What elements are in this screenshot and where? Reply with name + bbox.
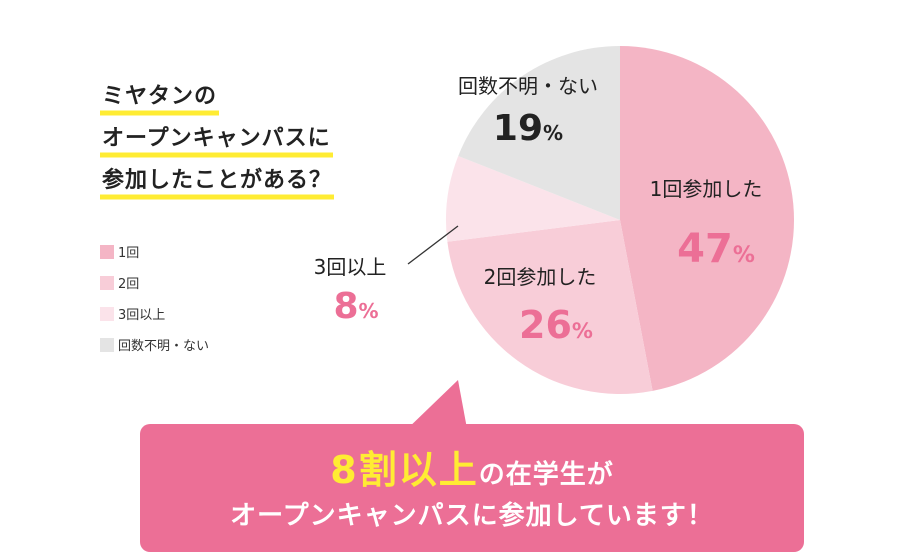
legend-item-3: 3回以上 bbox=[100, 298, 209, 329]
legend-swatch-3 bbox=[100, 306, 114, 321]
slice-unit-1: % bbox=[733, 243, 755, 268]
banner-line-1: 8割以上の在学生が bbox=[140, 446, 804, 494]
legend-item-1: 1回 bbox=[100, 236, 209, 267]
slice-label-2: 2回参加した bbox=[484, 265, 597, 289]
legend-item-4: 回数不明・ない bbox=[100, 329, 209, 360]
legend-swatch-2 bbox=[100, 275, 114, 290]
leader-line-3plus bbox=[407, 225, 459, 265]
title-line-3: 参加したことがある？ bbox=[100, 160, 335, 202]
pie-slice-4 bbox=[458, 46, 620, 220]
summary-banner: 8割以上の在学生が オープンキャンパスに参加しています！ bbox=[140, 424, 804, 552]
legend-label-3: 3回以上 bbox=[118, 308, 166, 323]
slice-label-3: 3回以上 bbox=[314, 255, 387, 279]
title-line-2: オープンキャンパスに bbox=[100, 118, 333, 160]
legend-swatch-4 bbox=[100, 337, 114, 352]
pie-slice-1 bbox=[620, 45, 795, 391]
legend-label-2: 2回 bbox=[118, 277, 140, 292]
banner-text-2: オープンキャンパスに参加しています！ bbox=[230, 501, 714, 531]
slice-unit-3: % bbox=[359, 299, 379, 323]
slice-value-1: 47% bbox=[677, 226, 755, 272]
legend-label-1: 1回 bbox=[118, 246, 140, 261]
legend-swatch-1 bbox=[100, 244, 114, 259]
slice-unit-4: % bbox=[543, 121, 563, 145]
chart-title: ミヤタンの オープンキャンパスに 参加したことがある？ bbox=[100, 76, 335, 202]
title-line-1: ミヤタンの bbox=[100, 76, 220, 118]
legend: 1回 2回 3回以上 回数不明・ない bbox=[100, 236, 209, 360]
slice-unit-2: % bbox=[572, 319, 593, 343]
slice-label-4: 回数不明・ない bbox=[458, 74, 598, 98]
pie-slice-3 bbox=[445, 155, 620, 242]
slice-value-2: 26% bbox=[519, 303, 593, 347]
legend-label-4: 回数不明・ない bbox=[118, 339, 210, 354]
banner-highlight: 8割以上 bbox=[330, 448, 479, 492]
pie-slice-2 bbox=[447, 220, 653, 395]
legend-item-2: 2回 bbox=[100, 267, 209, 298]
banner-text-1: の在学生が bbox=[478, 460, 614, 490]
slice-label-1: 1回参加した bbox=[650, 177, 763, 201]
